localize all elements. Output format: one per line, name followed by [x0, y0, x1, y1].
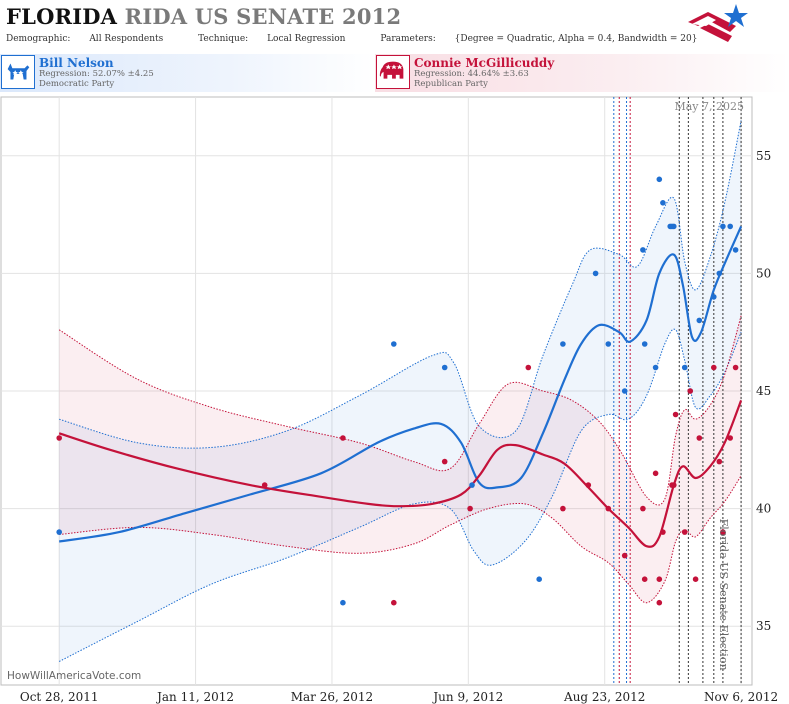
- poll-point: [560, 505, 566, 512]
- candidate-regression: Regression: 52.07% ±4.25: [39, 69, 154, 79]
- poll-point: [56, 435, 62, 441]
- poll-point: [711, 364, 717, 371]
- technique: Technique: Local Regression: [198, 34, 361, 44]
- trend-line: [59, 225, 743, 543]
- poll-point: [720, 529, 726, 535]
- poll-point: [56, 529, 62, 535]
- chart-header: FLORIDA RIDA US SENATE 2012 Demographic:…: [0, 0, 789, 50]
- poll-point: [692, 576, 699, 582]
- y-tick-label: 50: [756, 266, 771, 280]
- chart-title: FLORIDA RIDA US SENATE 2012: [6, 4, 401, 29]
- poll-point: [391, 341, 397, 347]
- confidence-band: [59, 315, 742, 603]
- poll-point: [441, 458, 448, 465]
- demographic-label: Demographic:: [6, 34, 71, 44]
- poll-point: [391, 599, 397, 606]
- poll-point: [605, 341, 612, 347]
- elephant-icon: [376, 55, 410, 89]
- poll-point: [696, 317, 703, 324]
- poll-point: [592, 270, 599, 277]
- poll-point: [716, 270, 723, 277]
- date-label: May 7, 2025: [674, 100, 744, 113]
- poll-point: [640, 247, 646, 253]
- poll-point: [467, 505, 473, 512]
- poll-point: [696, 435, 703, 441]
- poll-point: [656, 576, 663, 582]
- poll-point: [720, 223, 726, 230]
- poll-point: [469, 482, 475, 488]
- event-label: Florida US Senate Election: [717, 519, 730, 671]
- candidate-name: Connie McGillicuddy: [414, 56, 555, 70]
- x-tick-label: Nov 6, 2012: [704, 690, 778, 704]
- poll-point: [727, 435, 733, 441]
- demographic-value: All Respondents: [89, 34, 164, 44]
- title-race: RIDA US SENATE 2012: [124, 4, 402, 29]
- technique-label: Technique:: [198, 34, 249, 44]
- poll-point: [340, 435, 346, 441]
- parameters-label: Parameters:: [380, 34, 436, 44]
- poll-point: [671, 223, 677, 230]
- poll-point: [340, 599, 346, 606]
- poll-point: [560, 341, 566, 347]
- poll-point: [640, 505, 646, 512]
- regression-chart: Oct 28, 2011 Jan 11, 2012 Mar 26, 2012 Jun …: [0, 96, 778, 704]
- poll-point: [641, 341, 648, 347]
- poll-point: [525, 364, 532, 371]
- upper-bound-line: [58, 315, 742, 506]
- confidence-band: [59, 120, 742, 662]
- poll-point: [585, 482, 592, 488]
- poll-point: [727, 223, 733, 230]
- candidate-regression: Regression: 44.64% ±3.63: [414, 69, 529, 79]
- x-tick-label: Jan 11, 2012: [155, 690, 234, 704]
- demographic: Demographic: All Respondents: [6, 34, 179, 44]
- candidate-party: Democratic Party: [39, 79, 115, 89]
- poll-point: [687, 388, 693, 394]
- x-tick-label: Oct 28, 2011: [20, 690, 99, 704]
- y-tick-label: 40: [756, 502, 771, 516]
- poll-point: [672, 411, 679, 418]
- poll-point: [656, 176, 663, 183]
- lower-bound-line: [58, 328, 742, 662]
- poll-point: [656, 599, 663, 606]
- poll-point: [711, 294, 717, 300]
- y-tick-label: 55: [756, 149, 771, 163]
- poll-point: [681, 529, 688, 535]
- lower-bound-line: [59, 475, 742, 604]
- poll-point: [732, 364, 739, 371]
- poll-point: [732, 247, 739, 253]
- y-tick-label: 35: [756, 619, 771, 633]
- candidate-nelson: Bill Nelson Regression: 52.07% ±4.25 Dem…: [0, 54, 376, 92]
- poll-point: [621, 552, 628, 559]
- poll-point: [621, 388, 628, 394]
- watermark: HowWillAmericaVote.com: [7, 670, 141, 682]
- poll-point: [652, 364, 659, 371]
- poll-point: [441, 364, 448, 371]
- poll-point: [660, 200, 666, 206]
- candidate-mcgillicuddy: Connie McGillicuddy Regression: 44.64% ±…: [375, 54, 789, 92]
- title-state: FLORIDA: [6, 4, 118, 29]
- poll-point: [652, 470, 659, 477]
- upper-bound-line: [59, 120, 742, 449]
- candidate-party: Republican Party: [414, 79, 488, 89]
- trend-line: [58, 400, 743, 548]
- technique-value: Local Regression: [267, 34, 346, 44]
- poll-point: [660, 529, 666, 535]
- poll-point: [536, 576, 542, 582]
- poll-point: [716, 458, 723, 465]
- y-tick-label: 45: [756, 384, 771, 398]
- x-tick-label: Mar 26, 2012: [291, 690, 373, 704]
- candidate-name: Bill Nelson: [39, 56, 114, 70]
- poll-point: [681, 364, 688, 371]
- parameters-line: Demographic: All Respondents Technique: …: [6, 34, 729, 44]
- parameters-value: {Degree = Quadratic, Alpha = 0.4, Bandwi…: [454, 34, 698, 44]
- poll-point: [605, 505, 612, 512]
- star-flag-logo: [688, 4, 748, 42]
- x-tick-label: Jun 9, 2012: [431, 690, 503, 704]
- poll-point: [671, 482, 677, 488]
- parameters: Parameters: {Degree = Quadratic, Alpha =…: [380, 34, 713, 44]
- donkey-icon: [1, 55, 35, 89]
- x-tick-label: Aug 23, 2012: [563, 690, 645, 704]
- poll-point: [641, 576, 648, 582]
- poll-point: [261, 482, 268, 488]
